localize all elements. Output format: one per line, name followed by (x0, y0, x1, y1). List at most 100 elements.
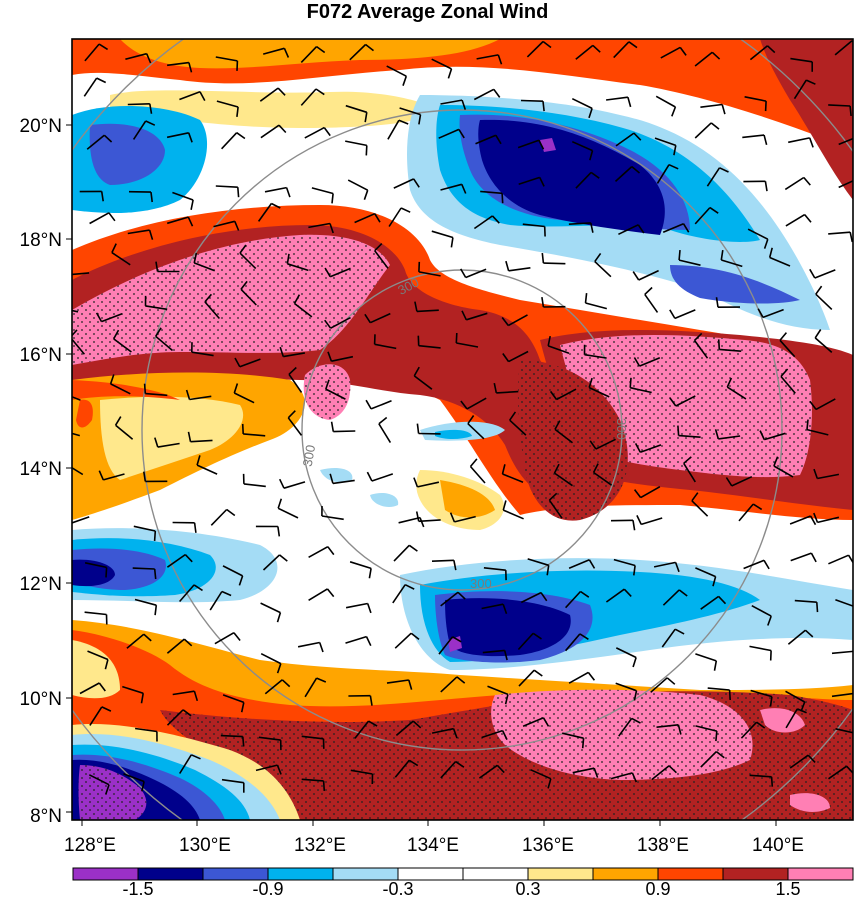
wind-barb-shaft (113, 338, 132, 353)
wind-barb-flag (637, 224, 645, 234)
wind-barb-flag (720, 249, 724, 261)
wind-barb-shaft (487, 685, 509, 696)
wind-barb-shaft (440, 676, 458, 693)
wind-barb-shaft (675, 395, 696, 407)
wind-barb-flag (588, 377, 593, 388)
wind-barb-shaft (133, 525, 156, 532)
wind-barb-shaft (304, 677, 318, 698)
wind-barb-shaft (283, 481, 306, 489)
wind-barb-flag (677, 425, 680, 436)
wind-barb-flag (374, 213, 381, 223)
wind-barb-flag (145, 120, 156, 126)
wind-barb-shaft (72, 516, 90, 524)
wind-barb-flag (329, 223, 334, 234)
wind-barb-flag (714, 429, 720, 440)
wind-barb-flag (199, 91, 206, 101)
ring-label-right: 300 (614, 418, 629, 440)
wind-barb-shaft (438, 128, 460, 139)
wind-barb-shaft (393, 544, 410, 562)
wind-barb-shaft (522, 223, 545, 228)
wind-barb-shaft (258, 736, 281, 741)
wind-barb-shaft (127, 103, 150, 106)
wind-barb-flag (763, 238, 769, 249)
wind-barb-shaft (751, 604, 772, 617)
wind-barb-shaft (84, 562, 107, 569)
map-title: F072 Average Zonal Wind (306, 1, 549, 23)
wind-barb-shaft (706, 167, 721, 187)
wind-barb-shaft (257, 203, 273, 222)
wind-barb-flag (808, 137, 814, 148)
wind-barb-shaft (662, 222, 684, 233)
wind-barb-shaft (72, 395, 81, 401)
wind-barb-flag (587, 671, 596, 681)
wind-barb-shaft (605, 588, 625, 603)
wind-barb-shaft (828, 765, 848, 780)
wind-barb-flag (363, 189, 369, 200)
wind-barb-flag (673, 145, 677, 156)
wind-barb-shaft (838, 180, 853, 189)
wind-barb-shaft (123, 773, 145, 783)
wind-barb-shaft (738, 503, 754, 522)
wind-barb-shaft (509, 419, 527, 436)
wind-barb-shaft (793, 79, 807, 100)
wind-barb-shaft (817, 516, 840, 524)
wind-barb-shaft (683, 462, 696, 483)
wind-barb-shaft (726, 386, 747, 400)
wind-barb-flag (780, 368, 789, 378)
wind-barb-flag (497, 54, 503, 65)
wind-barb-shaft (101, 312, 123, 323)
wind-barb-shaft (88, 774, 110, 786)
wind-barb-flag (757, 308, 764, 318)
wind-barb-shaft (345, 602, 368, 609)
wind-barb-shaft (374, 343, 397, 350)
wind-barb-shaft (221, 132, 238, 150)
wind-barb-flag (759, 430, 766, 440)
wind-barb-shaft (507, 314, 528, 327)
wind-barb-shaft (554, 472, 573, 487)
colorbar-label-0.3: 0.3 (515, 879, 540, 899)
wind-barb-shaft (413, 375, 433, 390)
wind-barb-flag (315, 88, 325, 96)
wind-barb-shaft (369, 312, 391, 324)
wind-barb-flag (636, 515, 642, 525)
wind-barb-shaft (157, 442, 180, 448)
wind-barb-shaft (349, 561, 372, 570)
wind-barb-flag (327, 546, 335, 556)
wind-barb-flag (502, 603, 508, 614)
wind-barb-flag (150, 192, 153, 203)
wind-barb-flag (588, 108, 593, 119)
wind-barb-flag (238, 575, 244, 586)
wind-barb-shaft (640, 444, 662, 454)
wind-barb-shaft (520, 99, 544, 102)
wind-barb-shaft (650, 677, 668, 693)
wind-barb-flag (419, 517, 425, 528)
wind-barb-shaft (210, 508, 228, 526)
wind-barb-shaft (260, 652, 282, 665)
wind-barb-shaft (79, 682, 100, 695)
wind-barb-flag (547, 335, 551, 347)
wind-barb-flag (103, 134, 113, 143)
wind-barb-flag (114, 416, 122, 426)
wind-barb-shaft (166, 216, 189, 225)
wind-barb-flag (779, 332, 788, 341)
wind-barb-shaft (693, 339, 709, 359)
wind-barb-shaft (216, 100, 239, 108)
wind-barb-flag (283, 47, 290, 58)
wind-barb-shaft (126, 633, 145, 649)
wind-barb-flag (491, 215, 500, 224)
wind-barb-shaft (72, 466, 84, 476)
wind-barb-flag (715, 297, 719, 308)
wind-barb-shaft (656, 724, 679, 728)
wind-barb-flag (709, 206, 719, 214)
wind-barb-flag (718, 595, 727, 605)
wind-barb-shaft (678, 259, 701, 266)
wind-barb-shaft (789, 515, 811, 525)
wind-barb-flag (154, 437, 159, 448)
wind-barb-shaft (145, 392, 168, 397)
wind-barb-shaft (831, 650, 853, 655)
wind-barb-flag (326, 588, 335, 598)
wind-barb-flag (715, 750, 725, 759)
wind-barb-shaft (651, 765, 670, 781)
wind-barb-shaft (707, 687, 730, 691)
